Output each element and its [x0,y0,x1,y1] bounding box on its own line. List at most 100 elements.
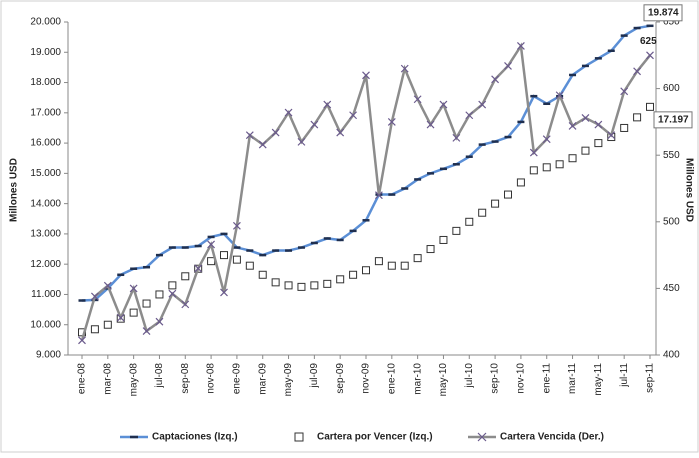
point [413,254,422,263]
point [258,270,267,279]
annotation-box [643,4,683,22]
point [465,217,474,226]
y-tick-label: 9.000 [36,350,61,361]
x-tick-label: ene-10 [386,363,397,395]
point [90,325,99,334]
point [387,261,396,270]
x-tick-label: sep-09 [335,363,346,394]
x-tick-label: nov-09 [361,363,372,394]
point [555,160,564,169]
annotation: 19.874 [648,7,679,18]
point [103,281,112,290]
point [349,270,358,279]
point [646,102,654,111]
y-tick-label: 15.000 [30,168,61,179]
point [181,272,190,281]
x-tick-label: mar-09 [257,363,268,395]
y-tick-label: 16.000 [30,138,61,149]
point [516,178,525,187]
y2-tick-label: 400 [663,350,680,361]
point [478,100,487,109]
point [452,226,461,235]
y-axis-label: Millones USD [9,158,20,222]
legend-label: Cartera Vencida (Der.) [500,432,604,443]
point [400,261,409,270]
point [362,266,370,275]
x-tick-label: mar-08 [102,363,113,395]
annotation: 625 [640,36,657,47]
y2-axis-label: Millones USD [683,158,694,222]
y-tick-label: 14.000 [30,198,61,209]
point [168,289,177,298]
point [310,120,319,129]
point [220,288,228,297]
x-tick-label: may-09 [283,363,294,397]
point [542,163,551,172]
y2-tick-label: 650 [663,17,680,28]
x-tick-label: jul-11 [619,363,630,388]
x-tick-label: nov-10 [516,363,527,394]
point [594,120,603,129]
y2-tick-label: 600 [663,83,680,94]
point [232,221,241,230]
point [529,166,538,175]
x-tick-label: mar-11 [567,363,578,394]
point [491,199,500,208]
point [129,284,138,293]
point [232,255,241,264]
point [207,257,216,266]
point [90,292,99,301]
x-tick-label: sep-11 [645,363,656,393]
point [129,308,138,317]
point [142,299,151,308]
point [297,282,306,291]
y-tick-label: 17.000 [30,107,61,118]
point [516,42,525,50]
point [271,278,280,287]
point [116,313,125,322]
point [439,100,448,109]
point [633,113,642,122]
point [362,71,370,80]
point [581,146,590,155]
y-tick-label: 11.000 [31,289,61,300]
x-tick-label: nov-08 [206,363,217,394]
point [607,131,616,140]
y2-tick-label: 550 [663,150,680,161]
x-tick-label: sep-08 [180,363,191,394]
annotation: 17.197 [658,114,689,125]
point [323,100,332,109]
y-tick-label: 13.000 [30,229,61,240]
point [581,113,590,122]
point [323,279,332,288]
point [568,154,577,163]
point [220,251,228,260]
point [504,190,512,199]
legend-marker [477,432,487,442]
point [439,235,448,244]
point [400,64,409,73]
point [349,111,358,120]
point [245,261,254,270]
point [155,317,164,326]
legend-marker [294,432,304,442]
y-tick-label: 18.000 [30,77,61,88]
x-tick-label: ene-11 [541,363,552,394]
point [529,148,538,157]
point [646,51,654,60]
point [181,300,190,309]
point [271,128,280,137]
x-tick-label: mar-10 [412,363,423,395]
point [168,281,177,290]
point [245,131,254,140]
point [620,123,629,132]
x-tick-label: jul-10 [464,363,475,389]
y2-tick-label: 450 [663,283,680,294]
point [413,95,422,104]
point [374,191,383,200]
x-tick-label: jul-09 [309,363,320,389]
point [452,133,461,142]
point [258,140,267,149]
